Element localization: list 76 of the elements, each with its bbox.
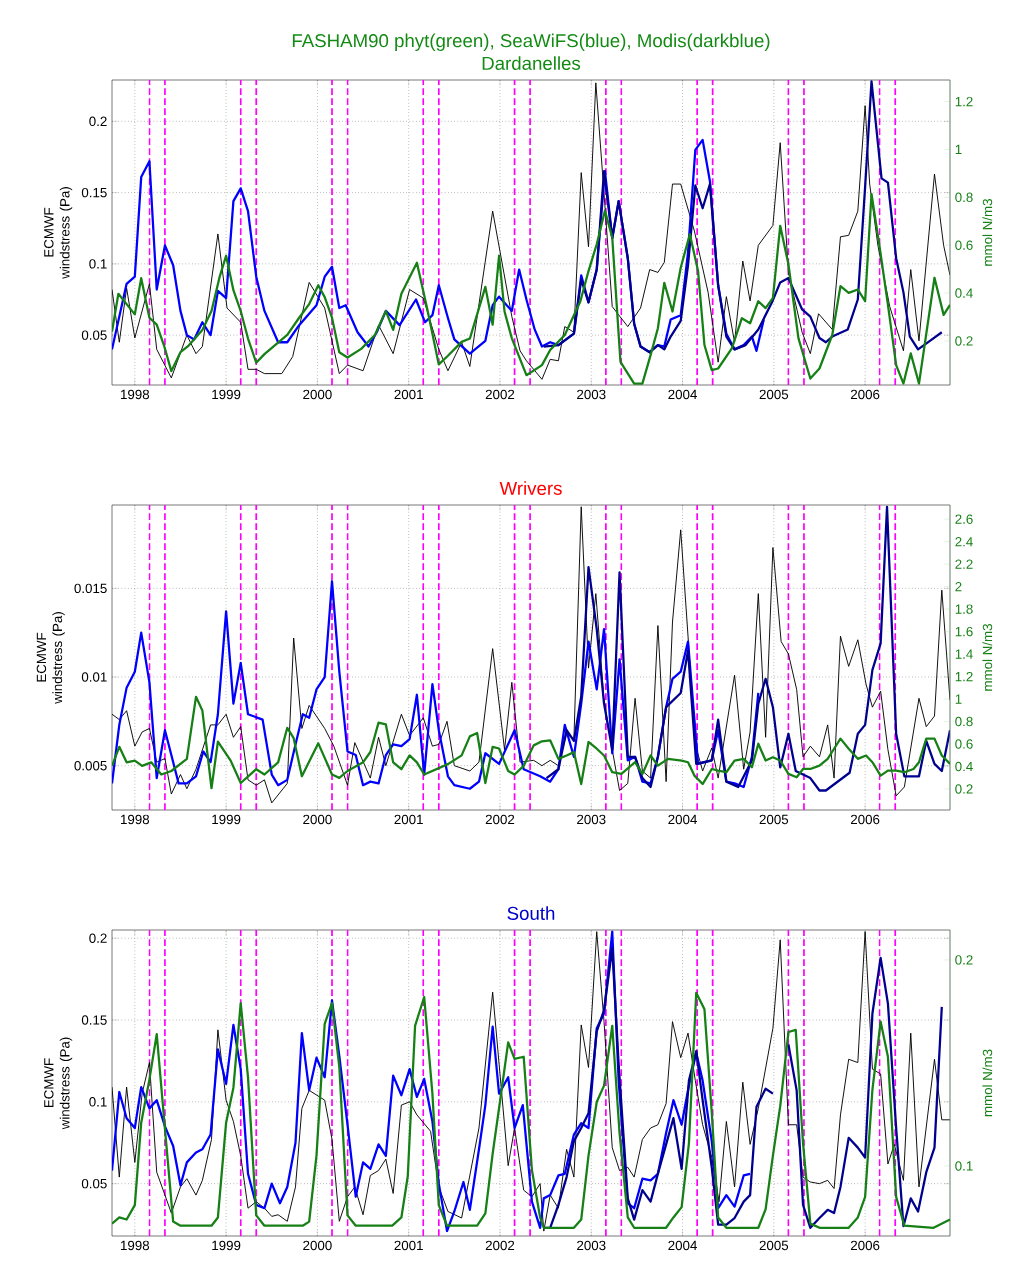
x-tick-label: 2005 xyxy=(759,1240,789,1251)
chart-title: South xyxy=(507,906,555,920)
y-tick-label: 0.15 xyxy=(81,187,107,198)
y2-tick-label: 0.2 xyxy=(955,336,973,346)
x-tick-label: 2003 xyxy=(577,1240,606,1251)
y-tick-label: 0.01 xyxy=(81,672,107,682)
x-tick-label: 1999 xyxy=(212,389,241,400)
y2-tick-label: 2.4 xyxy=(955,537,973,547)
y-axis-title: ECMWF windstress (Pa) xyxy=(44,187,73,279)
x-tick-label: 2000 xyxy=(303,814,332,825)
y2-tick-label: 2 xyxy=(955,581,962,592)
line-series xyxy=(112,580,760,790)
y2-tick-label: 1.8 xyxy=(955,604,973,614)
x-tick-label: 2005 xyxy=(759,814,789,825)
y2-tick-label: 2.2 xyxy=(955,559,973,569)
x-tick-label: 2003 xyxy=(577,814,606,825)
y2-tick-label: 0.8 xyxy=(955,716,973,727)
x-tick-label: 2002 xyxy=(485,389,515,400)
x-tick-label: 2006 xyxy=(850,1240,880,1251)
line-series xyxy=(112,991,951,1229)
x-tick-label: 1999 xyxy=(212,814,241,825)
y-tick-label: 0.05 xyxy=(81,330,107,340)
x-tick-label: 2001 xyxy=(394,389,423,400)
y-tick-label: 0.2 xyxy=(89,933,107,943)
x-tick-label: 1998 xyxy=(121,814,150,825)
y2-tick-label: 0.2 xyxy=(955,955,973,965)
y-tick-label: 0.15 xyxy=(81,1015,107,1025)
y2-tick-label: 0.6 xyxy=(955,240,973,250)
x-tick-label: 2000 xyxy=(303,1240,332,1251)
x-tick-label: 2001 xyxy=(394,814,423,825)
x-tick-label: 1998 xyxy=(121,389,150,400)
x-tick-label: 1998 xyxy=(121,1240,150,1251)
chart-subtitle: Dardanelles xyxy=(482,56,581,70)
y2-axis-title: mmol N/m3 xyxy=(982,199,993,266)
y2-tick-label: 2.6 xyxy=(955,514,973,524)
y-axis-title: ECMWF windstress (Pa) xyxy=(36,612,65,704)
line-series xyxy=(542,80,943,354)
y2-tick-label: 0.6 xyxy=(955,739,973,749)
chart-title: Wrivers xyxy=(499,481,562,495)
y2-tick-label: 0.1 xyxy=(955,1161,973,1171)
y-tick-label: 0.05 xyxy=(81,1178,107,1189)
x-tick-label: 1999 xyxy=(212,1240,241,1251)
x-tick-label: 2006 xyxy=(850,389,880,400)
y2-tick-label: 0.2 xyxy=(955,784,973,794)
y2-axis-title: mmol N/m3 xyxy=(982,1049,993,1117)
x-tick-label: 2001 xyxy=(394,1240,423,1251)
x-tick-label: 2002 xyxy=(485,814,515,825)
chart-title: FASHAM90 phyt(green), SeaWiFS(blue), Modis(darkblue) xyxy=(292,33,770,51)
y-tick-label: 0.005 xyxy=(74,760,107,771)
x-tick-label: 2002 xyxy=(485,1240,515,1251)
x-tick-label: 2006 xyxy=(850,814,880,825)
y-tick-label: 0.1 xyxy=(89,259,107,269)
line-series xyxy=(112,192,951,385)
y2-tick-label: 1 xyxy=(955,694,962,704)
x-tick-label: 2004 xyxy=(668,814,697,825)
x-tick-label: 2004 xyxy=(668,389,697,400)
y2-tick-label: 1.2 xyxy=(955,96,973,107)
line-series xyxy=(112,695,951,790)
y2-axis-title: mmol N/m3 xyxy=(982,624,993,691)
y-tick-label: 0.015 xyxy=(74,583,107,594)
y2-tick-label: 0.4 xyxy=(955,288,973,298)
y-axis-title: ECMWF windstress (Pa) xyxy=(44,1037,73,1130)
x-tick-label: 2003 xyxy=(577,389,606,400)
x-tick-label: 2004 xyxy=(668,1240,697,1251)
y-tick-label: 0.1 xyxy=(89,1097,107,1107)
x-tick-label: 2005 xyxy=(759,389,789,400)
y2-tick-label: 1 xyxy=(955,144,962,155)
line-series xyxy=(112,930,752,1233)
y2-tick-label: 0.8 xyxy=(955,192,973,203)
x-tick-label: 2000 xyxy=(303,389,332,400)
y2-tick-label: 1.6 xyxy=(955,626,973,637)
y2-tick-label: 1.2 xyxy=(955,671,973,682)
y2-tick-label: 1.4 xyxy=(955,649,973,659)
line-series xyxy=(545,505,951,792)
y-tick-label: 0.2 xyxy=(89,116,107,127)
y2-tick-label: 0.4 xyxy=(955,761,973,772)
